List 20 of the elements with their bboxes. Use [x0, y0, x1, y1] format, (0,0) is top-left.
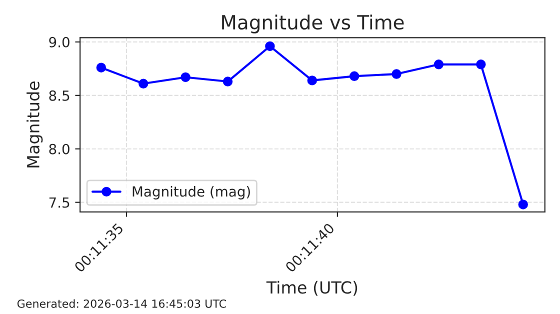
- point: [222, 76, 233, 86]
- point: [96, 62, 106, 72]
- point: [476, 60, 486, 70]
- chart-title: Magnitude vs Time: [222, 14, 404, 34]
- point: [349, 71, 360, 82]
- text: Generated: 2026-03-14 16:45:03 UTC: [17, 299, 226, 308]
- y-tick-label: 8.5: [49, 90, 70, 101]
- point: [434, 60, 444, 70]
- x-axis-title: Time (UTC): [266, 280, 358, 296]
- point: [265, 41, 275, 52]
- point: [138, 78, 148, 89]
- y-tick-label: 7.5: [49, 197, 70, 208]
- point: [307, 76, 318, 86]
- point: [392, 69, 402, 79]
- point: [518, 200, 528, 210]
- point: [180, 72, 190, 82]
- legend-label: Magnitude (mag): [132, 186, 250, 200]
- y-tick-label: 9.0: [49, 36, 70, 48]
- y-axis-title: Magnitude: [26, 82, 43, 168]
- y-tick-label: 8.0: [49, 144, 70, 154]
